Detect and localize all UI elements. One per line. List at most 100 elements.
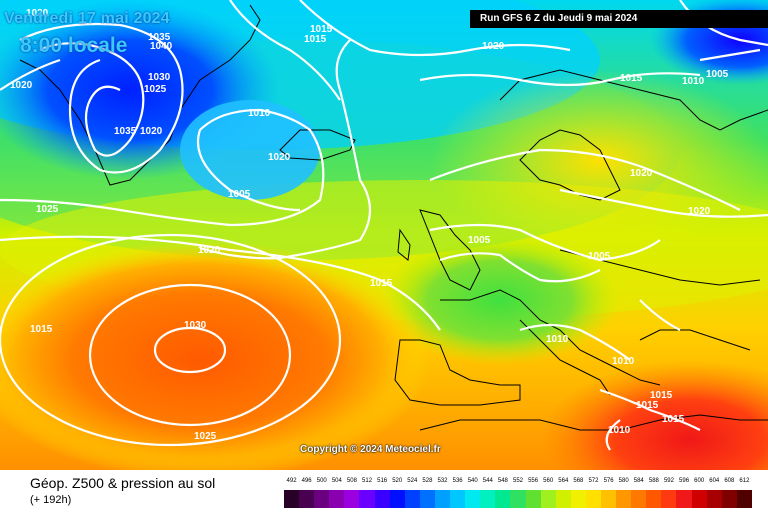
scale-tick-label: 576 — [603, 478, 614, 484]
scale-swatch — [495, 490, 511, 508]
field-green-europe — [380, 235, 620, 365]
isobar-label: 1015 — [370, 278, 393, 289]
scale-swatch — [434, 490, 451, 508]
scale-tick-label: 560 — [543, 478, 554, 484]
isobar-label: 1020 — [482, 41, 505, 52]
scale-swatch — [616, 490, 632, 508]
scale-swatch — [721, 490, 737, 508]
scale-tick-label: 608 — [724, 478, 735, 484]
isobar-label: 1015 — [30, 324, 53, 335]
scale-swatch — [389, 490, 405, 508]
scale-swatch — [600, 490, 617, 508]
scale-tick-label: 536 — [452, 478, 463, 484]
isobar-label: 1020 — [688, 206, 711, 217]
scale-swatch — [299, 490, 315, 508]
scale-tick-label: 492 — [286, 478, 297, 484]
scale-swatch — [314, 490, 330, 508]
scale-swatch — [465, 490, 481, 508]
scale-tick-label: 540 — [467, 478, 478, 484]
scale-tick-label: 496 — [301, 478, 312, 484]
isobar-label: 1015 — [636, 400, 659, 411]
isobar-label: 1010 — [248, 108, 271, 119]
coastlines — [19, 4, 768, 431]
field-azores-high — [0, 240, 430, 470]
field-scandinavia-high — [430, 70, 768, 250]
isobar-label: 1015 — [310, 24, 333, 35]
geopotential-map: 1020 1035 1040 1015 1015 1020 1030 1025 … — [0, 0, 768, 470]
scale-swatch — [329, 490, 345, 508]
isobar-label: 1020 — [26, 8, 49, 19]
scale-swatch — [419, 490, 435, 508]
field-iceland-low — [180, 100, 320, 200]
copyright-label: Copyright © 2024 Meteociel.fr — [300, 444, 441, 455]
scale-swatch — [585, 490, 601, 508]
color-scale-bar — [284, 490, 752, 508]
isobar-label: 1005 — [468, 235, 491, 246]
scale-tick-label: 528 — [422, 478, 433, 484]
isobar-label: 1015 — [620, 73, 643, 84]
scale-tick-label: 512 — [362, 478, 373, 484]
scale-tick-label: 508 — [346, 478, 357, 484]
scale-tick-label: 596 — [679, 478, 690, 484]
local-time-label: 8:00 locale — [20, 34, 128, 57]
scale-tick-label: 548 — [497, 478, 508, 484]
isobar-label: 1010 — [546, 334, 569, 345]
scale-swatch — [691, 490, 707, 508]
isobar-label: 1030 — [148, 72, 171, 83]
valid-date-label: Vendredi 17 mai 2024 — [4, 10, 170, 27]
scale-swatch — [646, 490, 662, 508]
isobar-label: 1010 — [682, 76, 705, 87]
scale-tick-label: 556 — [528, 478, 539, 484]
scale-tick-label: 612 — [739, 478, 750, 484]
scale-tick-label: 544 — [482, 478, 493, 484]
scale-tick-label: 584 — [633, 478, 644, 484]
isobar-label: 1035 — [148, 32, 171, 43]
field-mediterranean-high — [540, 360, 768, 470]
isobar-label: 1010 — [612, 356, 635, 367]
scale-swatch — [525, 490, 541, 508]
scale-swatch — [706, 490, 722, 508]
isobar-label: 1015 — [650, 390, 673, 401]
scale-swatch — [404, 490, 420, 508]
scale-tick-label: 564 — [558, 478, 569, 484]
legend-footer: Géop. Z500 & pression au sol (+ 192h) 49… — [0, 470, 768, 512]
map-title: Géop. Z500 & pression au sol — [30, 475, 216, 491]
scale-swatch — [374, 490, 390, 508]
scale-tick-label: 532 — [437, 478, 448, 484]
isobar-label: 1005 — [706, 69, 729, 80]
isobar-labels: 1020 1035 1040 1015 1015 1020 1030 1025 … — [10, 8, 729, 442]
scale-tick-label: 604 — [709, 478, 720, 484]
isobar-label: 1040 — [150, 41, 173, 52]
scale-tick-label: 568 — [573, 478, 584, 484]
scale-swatch — [661, 490, 677, 508]
run-info-banner: Run GFS 6 Z du Jeudi 9 mai 2024 — [470, 10, 768, 28]
scale-tick-label: 600 — [694, 478, 705, 484]
scale-tick-label: 552 — [512, 478, 524, 484]
scale-tick-label: 520 — [392, 478, 403, 484]
scale-tick-label: 580 — [618, 478, 629, 484]
scale-swatch — [540, 490, 556, 508]
scale-tick-label: 588 — [648, 478, 659, 484]
isobars — [0, 0, 768, 450]
scale-swatch — [450, 490, 466, 508]
isobar-label: 1025 — [144, 84, 167, 95]
scale-swatch — [676, 490, 692, 508]
forecast-offset: (+ 192h) — [30, 494, 72, 506]
scale-tick-label: 500 — [316, 478, 327, 484]
isobar-label: 1025 — [36, 204, 59, 215]
scale-swatch — [736, 490, 752, 508]
scale-tick-label: 524 — [407, 478, 418, 484]
isobar-label: 1015 — [662, 414, 685, 425]
color-scale-labels: 492 496 500 504 508 512 516 520 524 528 532 536 540 5… — [284, 478, 752, 488]
scale-tick-label: 504 — [331, 478, 342, 484]
scale-tick-label: 572 — [588, 478, 599, 484]
isobar-label: 1025 — [194, 431, 217, 442]
isobar-label: 1015 — [304, 34, 327, 45]
scale-swatch — [344, 490, 360, 508]
isobar-label: 1020 — [268, 152, 291, 163]
scale-swatch — [510, 490, 526, 508]
isobar-label: 1035 — [114, 126, 137, 137]
scale-swatch — [631, 490, 647, 508]
scale-swatch — [284, 490, 300, 508]
